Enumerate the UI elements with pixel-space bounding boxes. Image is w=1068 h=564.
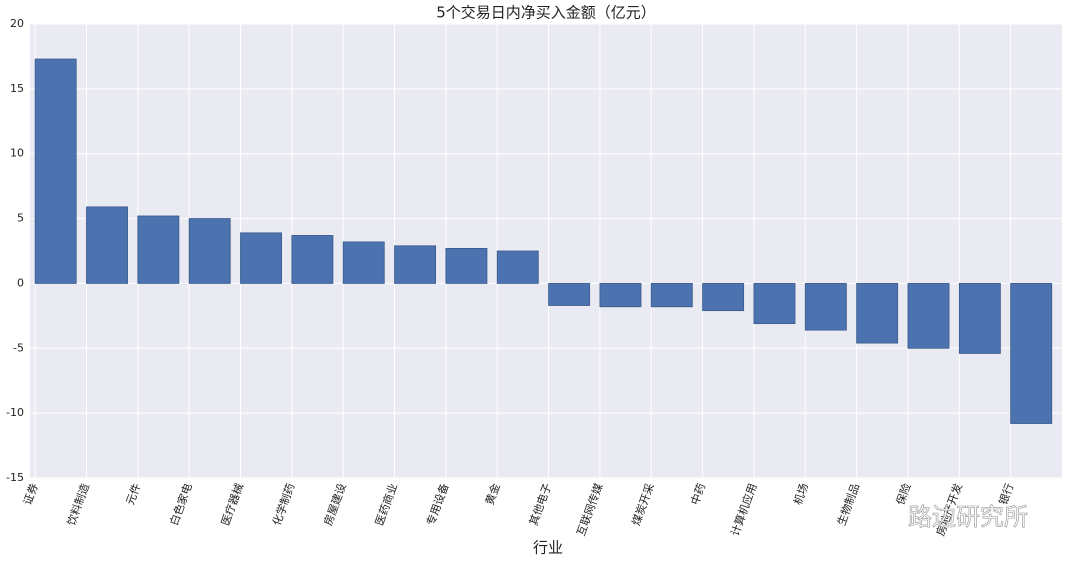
y-tick-label: 0 [17,276,24,289]
bar [445,248,488,284]
x-tick-label: 计算机应用 [728,481,760,537]
x-tick-label: 煤炭开采 [630,482,657,528]
bar [650,283,693,308]
bar [496,250,539,284]
bar [702,283,745,312]
bar [958,283,1001,354]
bar [34,58,77,284]
x-tick-label: 医药商业 [372,481,400,527]
bar [394,245,437,284]
bar [342,241,385,284]
bar [907,283,950,349]
bar [753,283,796,325]
x-tick-label: 黄金 [482,481,503,506]
x-axis-label: 行业 [533,539,563,557]
y-tick-label: 15 [10,82,24,95]
x-tick-label: 证券 [20,481,41,506]
y-tick-label: 20 [10,17,24,30]
x-tick-label: 白色家电 [167,481,195,527]
bar [1010,283,1053,424]
y-tick-label: 5 [17,212,24,225]
x-tick-label: 中药 [688,482,708,507]
bar [599,283,642,308]
watermark: 路边研究所 [908,503,1028,531]
y-tick-label: -10 [6,406,24,419]
x-tick-label: 医疗器械 [218,481,246,527]
y-tick-label: -5 [13,341,24,354]
bar [188,218,231,284]
y-tick-label: 10 [10,147,24,160]
bar [548,283,591,306]
x-tick-label: 互联网传媒 [575,482,606,538]
x-tick-label: 房屋建设 [321,481,349,527]
bar [804,283,847,331]
x-tick-label: 机场 [790,481,811,506]
x-tick-label: 其他电子 [527,482,554,528]
bar [137,215,180,284]
x-tick-label: 元件 [124,482,144,507]
bar [240,232,282,284]
y-tick-label: -15 [6,471,24,484]
x-tick-label: 饮料制造 [64,481,92,527]
plot-background [30,24,1062,478]
bar [856,283,899,344]
x-tick-label: 专用设备 [423,481,451,527]
chart-title: 5个交易日内净买入金额（亿元） [436,4,656,22]
bar [86,206,128,284]
x-tick-label: 化学制药 [269,481,297,527]
bar [291,235,334,284]
x-tick-label: 生物制品 [834,481,862,527]
